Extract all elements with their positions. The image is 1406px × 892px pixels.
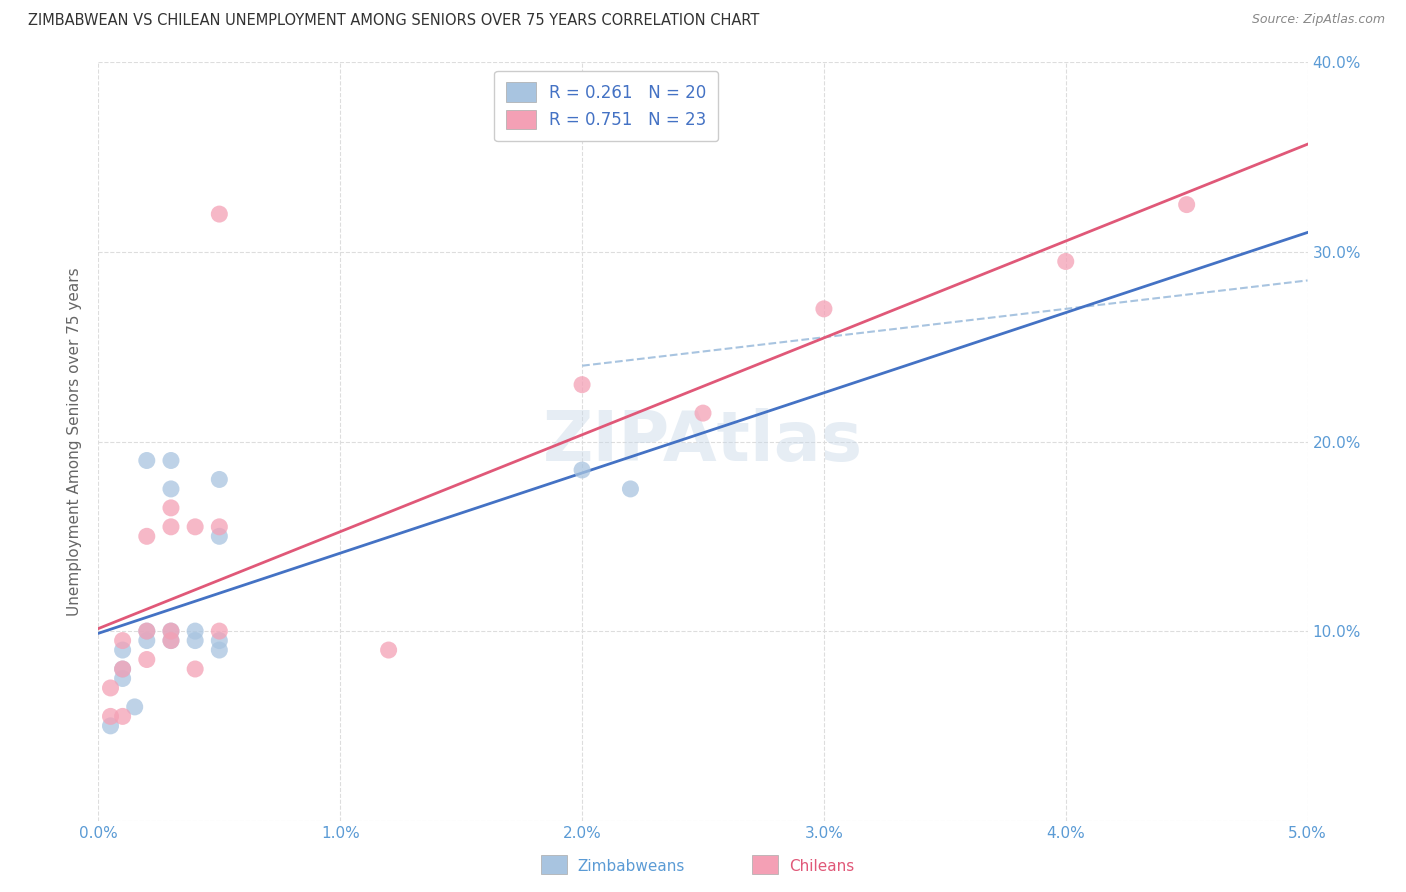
Point	[135, 529, 157, 543]
Point	[813, 301, 835, 316]
Point	[208, 473, 231, 487]
Point	[135, 624, 157, 639]
Point	[111, 662, 134, 676]
Point	[619, 482, 641, 496]
Text: ZIMBABWEAN VS CHILEAN UNEMPLOYMENT AMONG SENIORS OVER 75 YEARS CORRELATION CHART: ZIMBABWEAN VS CHILEAN UNEMPLOYMENT AMONG…	[28, 13, 759, 29]
Point	[135, 633, 157, 648]
Point	[208, 529, 231, 543]
Text: Source: ZipAtlas.com: Source: ZipAtlas.com	[1251, 13, 1385, 27]
Point	[135, 652, 157, 666]
Point	[160, 624, 183, 639]
Point	[100, 719, 122, 733]
Point	[111, 672, 134, 686]
Point	[1054, 254, 1077, 268]
Point	[160, 633, 183, 648]
Point	[208, 520, 231, 534]
Point	[184, 520, 207, 534]
Text: Chileans: Chileans	[789, 859, 853, 873]
Point	[160, 624, 183, 639]
Y-axis label: Unemployment Among Seniors over 75 years: Unemployment Among Seniors over 75 years	[67, 268, 83, 615]
Point	[160, 500, 183, 515]
Point	[1175, 197, 1198, 211]
Point	[692, 406, 714, 420]
Point	[160, 520, 183, 534]
Point	[111, 633, 134, 648]
Point	[100, 709, 122, 723]
Point	[571, 377, 593, 392]
Text: ZIPAtlas: ZIPAtlas	[543, 408, 863, 475]
Point	[160, 482, 183, 496]
Point	[111, 662, 134, 676]
Point	[124, 699, 146, 714]
Point	[571, 463, 593, 477]
Point	[111, 643, 134, 657]
Text: Zimbabweans: Zimbabweans	[578, 859, 685, 873]
Point	[208, 633, 231, 648]
Point	[160, 633, 183, 648]
Point	[135, 453, 157, 467]
Point	[111, 709, 134, 723]
Legend: R = 0.261   N = 20, R = 0.751   N = 23: R = 0.261 N = 20, R = 0.751 N = 23	[495, 70, 718, 141]
Point	[208, 643, 231, 657]
Point	[135, 624, 157, 639]
Point	[208, 207, 231, 221]
Point	[184, 633, 207, 648]
Point	[377, 643, 399, 657]
Point	[160, 453, 183, 467]
Point	[184, 624, 207, 639]
Point	[184, 662, 207, 676]
Point	[208, 624, 231, 639]
Point	[100, 681, 122, 695]
